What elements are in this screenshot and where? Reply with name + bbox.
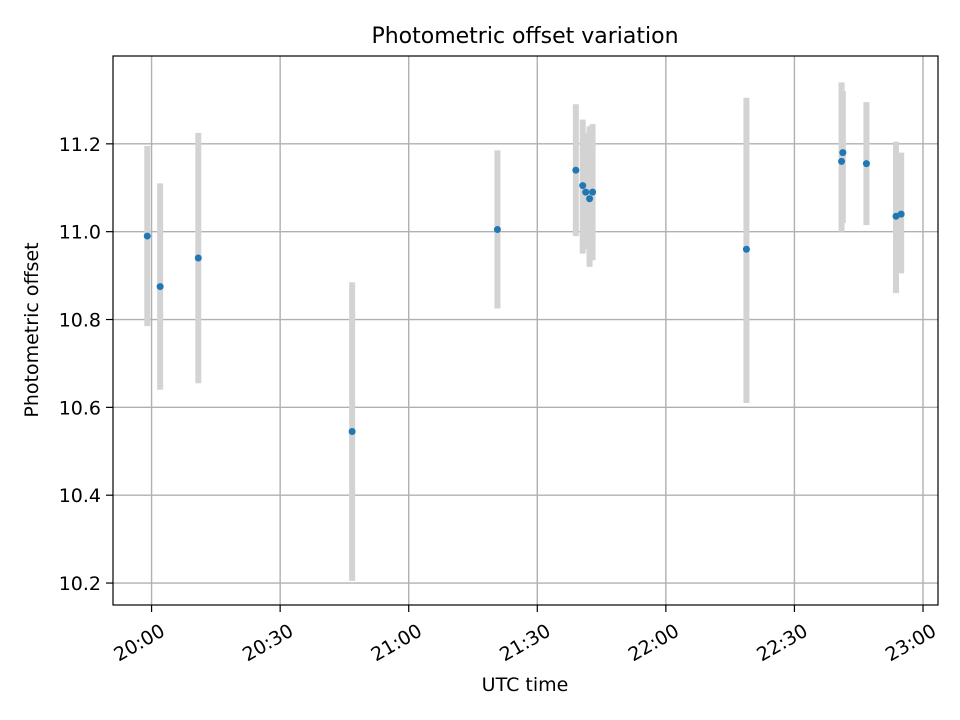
data-point: [156, 283, 164, 291]
data-point: [839, 149, 847, 157]
data-points: [143, 149, 905, 436]
y-tick-label: 10.2: [59, 573, 101, 595]
grid: [113, 56, 938, 605]
x-axis-label: UTC time: [482, 674, 569, 696]
data-point: [862, 160, 870, 168]
y-tick-label: 11.2: [59, 134, 101, 156]
y-tick-label: 10.8: [59, 310, 101, 332]
data-point: [589, 188, 597, 196]
chart-title: Photometric offset variation: [371, 24, 678, 49]
data-point: [194, 254, 202, 262]
plot-area: [113, 56, 938, 605]
y-tick-label: 10.6: [59, 397, 101, 419]
data-point: [348, 428, 356, 436]
data-point: [572, 166, 580, 174]
y-tick-label: 11.0: [59, 222, 101, 244]
y-axis: 10.2 10.4 10.6 10.8 11.0 11.2: [59, 134, 113, 595]
y-axis-label: Photometric offset: [21, 242, 43, 417]
plot-frame: [112, 55, 939, 606]
data-point: [586, 195, 594, 203]
data-point: [579, 182, 587, 190]
data-point: [897, 210, 905, 218]
data-point: [493, 225, 501, 233]
y-tick-label: 10.4: [59, 485, 101, 507]
data-point: [838, 157, 846, 165]
data-point: [742, 245, 750, 253]
data-point: [143, 232, 151, 240]
data-point: [582, 188, 590, 196]
